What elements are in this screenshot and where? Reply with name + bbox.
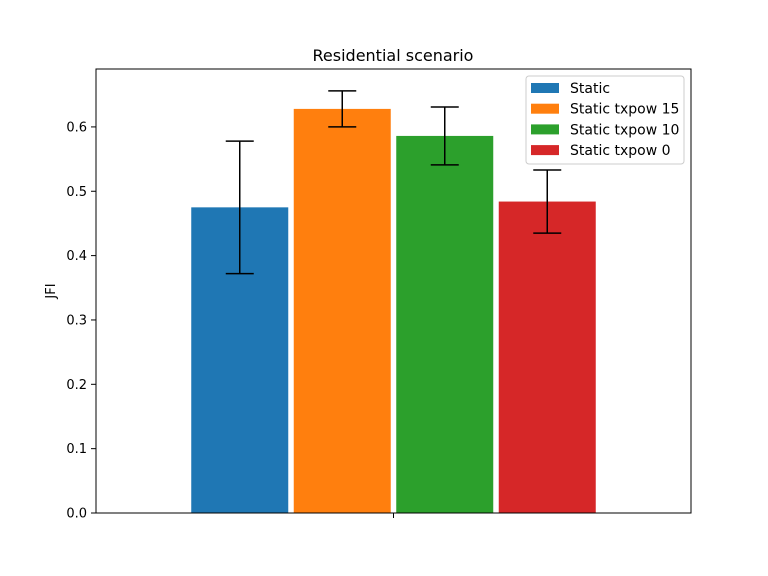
bar [396,135,494,513]
legend-label: Static txpow 0 [570,143,671,159]
legend-swatch [531,145,559,156]
legend: Static Static txpow 15 Static txpow 10 Stat… [525,75,685,165]
legend-label: Static txpow 10 [570,122,679,138]
y-tick-label: 0.3 [66,313,87,328]
y-tick-label: 0.1 [66,442,87,457]
y-tick-label: 0.0 [66,507,87,522]
y-tick-label: 0.2 [66,378,87,393]
chart-title: Residential scenario [313,46,474,65]
y-tick-label: 0.5 [66,185,87,200]
error-bars [225,90,562,275]
y-tick-label: 0.6 [66,120,87,135]
legend-swatch [531,103,559,114]
legend-swatch [531,124,559,135]
legend-label: Static txpow 15 [570,102,679,118]
y-axis-ticks: 0.0 0.1 0.2 0.3 0.4 0.5 0.6 [66,120,96,522]
bar [293,108,391,513]
legend-box [525,75,685,165]
legend-label: Static [570,81,610,97]
y-axis-label: JFI [44,283,59,299]
bar [498,201,596,513]
y-tick-label: 0.4 [66,249,87,264]
legend-swatch [531,83,559,93]
